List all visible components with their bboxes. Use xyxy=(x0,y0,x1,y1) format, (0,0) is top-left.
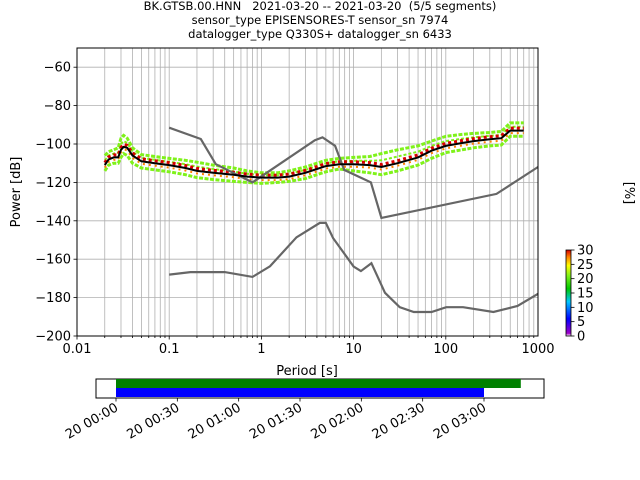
timeline-tick-label: 20 02:00 xyxy=(308,400,366,442)
chart-title-line3: datalogger_type Q330S+ datalogger_sn 643… xyxy=(188,27,452,41)
chart-title-line1: BK.GTSB.00.HNN 2021-03-20 -- 2021-03-20 … xyxy=(143,0,497,13)
y-tick-label: −80 xyxy=(44,99,71,114)
x-tick-label: 100 xyxy=(433,342,458,357)
axes: −200 −180 −160 −140 −120 −100 −80 −60 0.01 0.1 1 10… xyxy=(35,61,554,357)
x-tick-label: 0.01 xyxy=(63,342,92,357)
ppsd-high-density xyxy=(103,126,524,177)
timeline-tick-label: 20 01:30 xyxy=(247,400,305,442)
timeline-tick-label: 20 02:30 xyxy=(370,400,428,442)
timeline-tick-label: 20 01:00 xyxy=(186,400,244,442)
x-tick-label: 1000 xyxy=(521,342,554,357)
y-tick-label: −160 xyxy=(35,253,71,268)
colorbar-tick-label: 0 xyxy=(577,330,585,345)
timeline-bar-data-available xyxy=(116,379,521,388)
timeline-tick-label: 20 00:30 xyxy=(124,400,182,442)
colorbar-label: [%] xyxy=(621,182,636,205)
colorbar-gradient xyxy=(565,249,572,337)
timeline-tick-label: 20 00:00 xyxy=(63,400,121,442)
colorbar-tick-label: 30 xyxy=(577,244,594,259)
colorbar-tick-label: 15 xyxy=(577,287,594,302)
ppsd-mid-band xyxy=(104,125,524,177)
chart-title-line2: sensor_type EPISENSORES-T sensor_sn 7974 xyxy=(191,13,449,27)
timeline: 20 00:00 20 00:30 20 01:00 20 01:30 20 02:00… xyxy=(63,378,545,443)
x-tick-label: 0.1 xyxy=(159,342,180,357)
colorbar-tick-label: 5 xyxy=(577,315,585,330)
plot-data xyxy=(103,121,538,314)
new-high-noise-model-line xyxy=(168,126,538,220)
y-tick-label: −200 xyxy=(35,330,71,345)
colorbar-tick-label: 10 xyxy=(577,301,594,316)
ppsd-lower-band xyxy=(103,134,524,185)
ppsd-mid-density xyxy=(103,132,524,182)
y-tick-label: −180 xyxy=(35,291,71,306)
y-tick-label: −120 xyxy=(35,176,71,191)
timeline-bar-data-used xyxy=(116,388,484,397)
colorbar-tick-label: 25 xyxy=(577,258,594,273)
grid xyxy=(76,48,538,337)
new-low-noise-model-line xyxy=(169,221,538,314)
ppsd-upper-band xyxy=(103,121,524,175)
timeline-tick-label: 20 03:00 xyxy=(431,400,489,442)
x-tick-label: 1 xyxy=(257,342,265,357)
y-tick-label: −100 xyxy=(35,138,71,153)
y-axis-label: Power [dB] xyxy=(9,157,24,228)
plot-frame xyxy=(76,47,539,337)
x-tick-label: 10 xyxy=(345,342,362,357)
mode-line xyxy=(103,129,524,179)
colorbar-tick-label: 20 xyxy=(577,272,594,287)
y-tick-label: −60 xyxy=(44,61,71,76)
y-tick-label: −140 xyxy=(35,214,71,229)
x-axis-label: Period [s] xyxy=(276,364,338,379)
